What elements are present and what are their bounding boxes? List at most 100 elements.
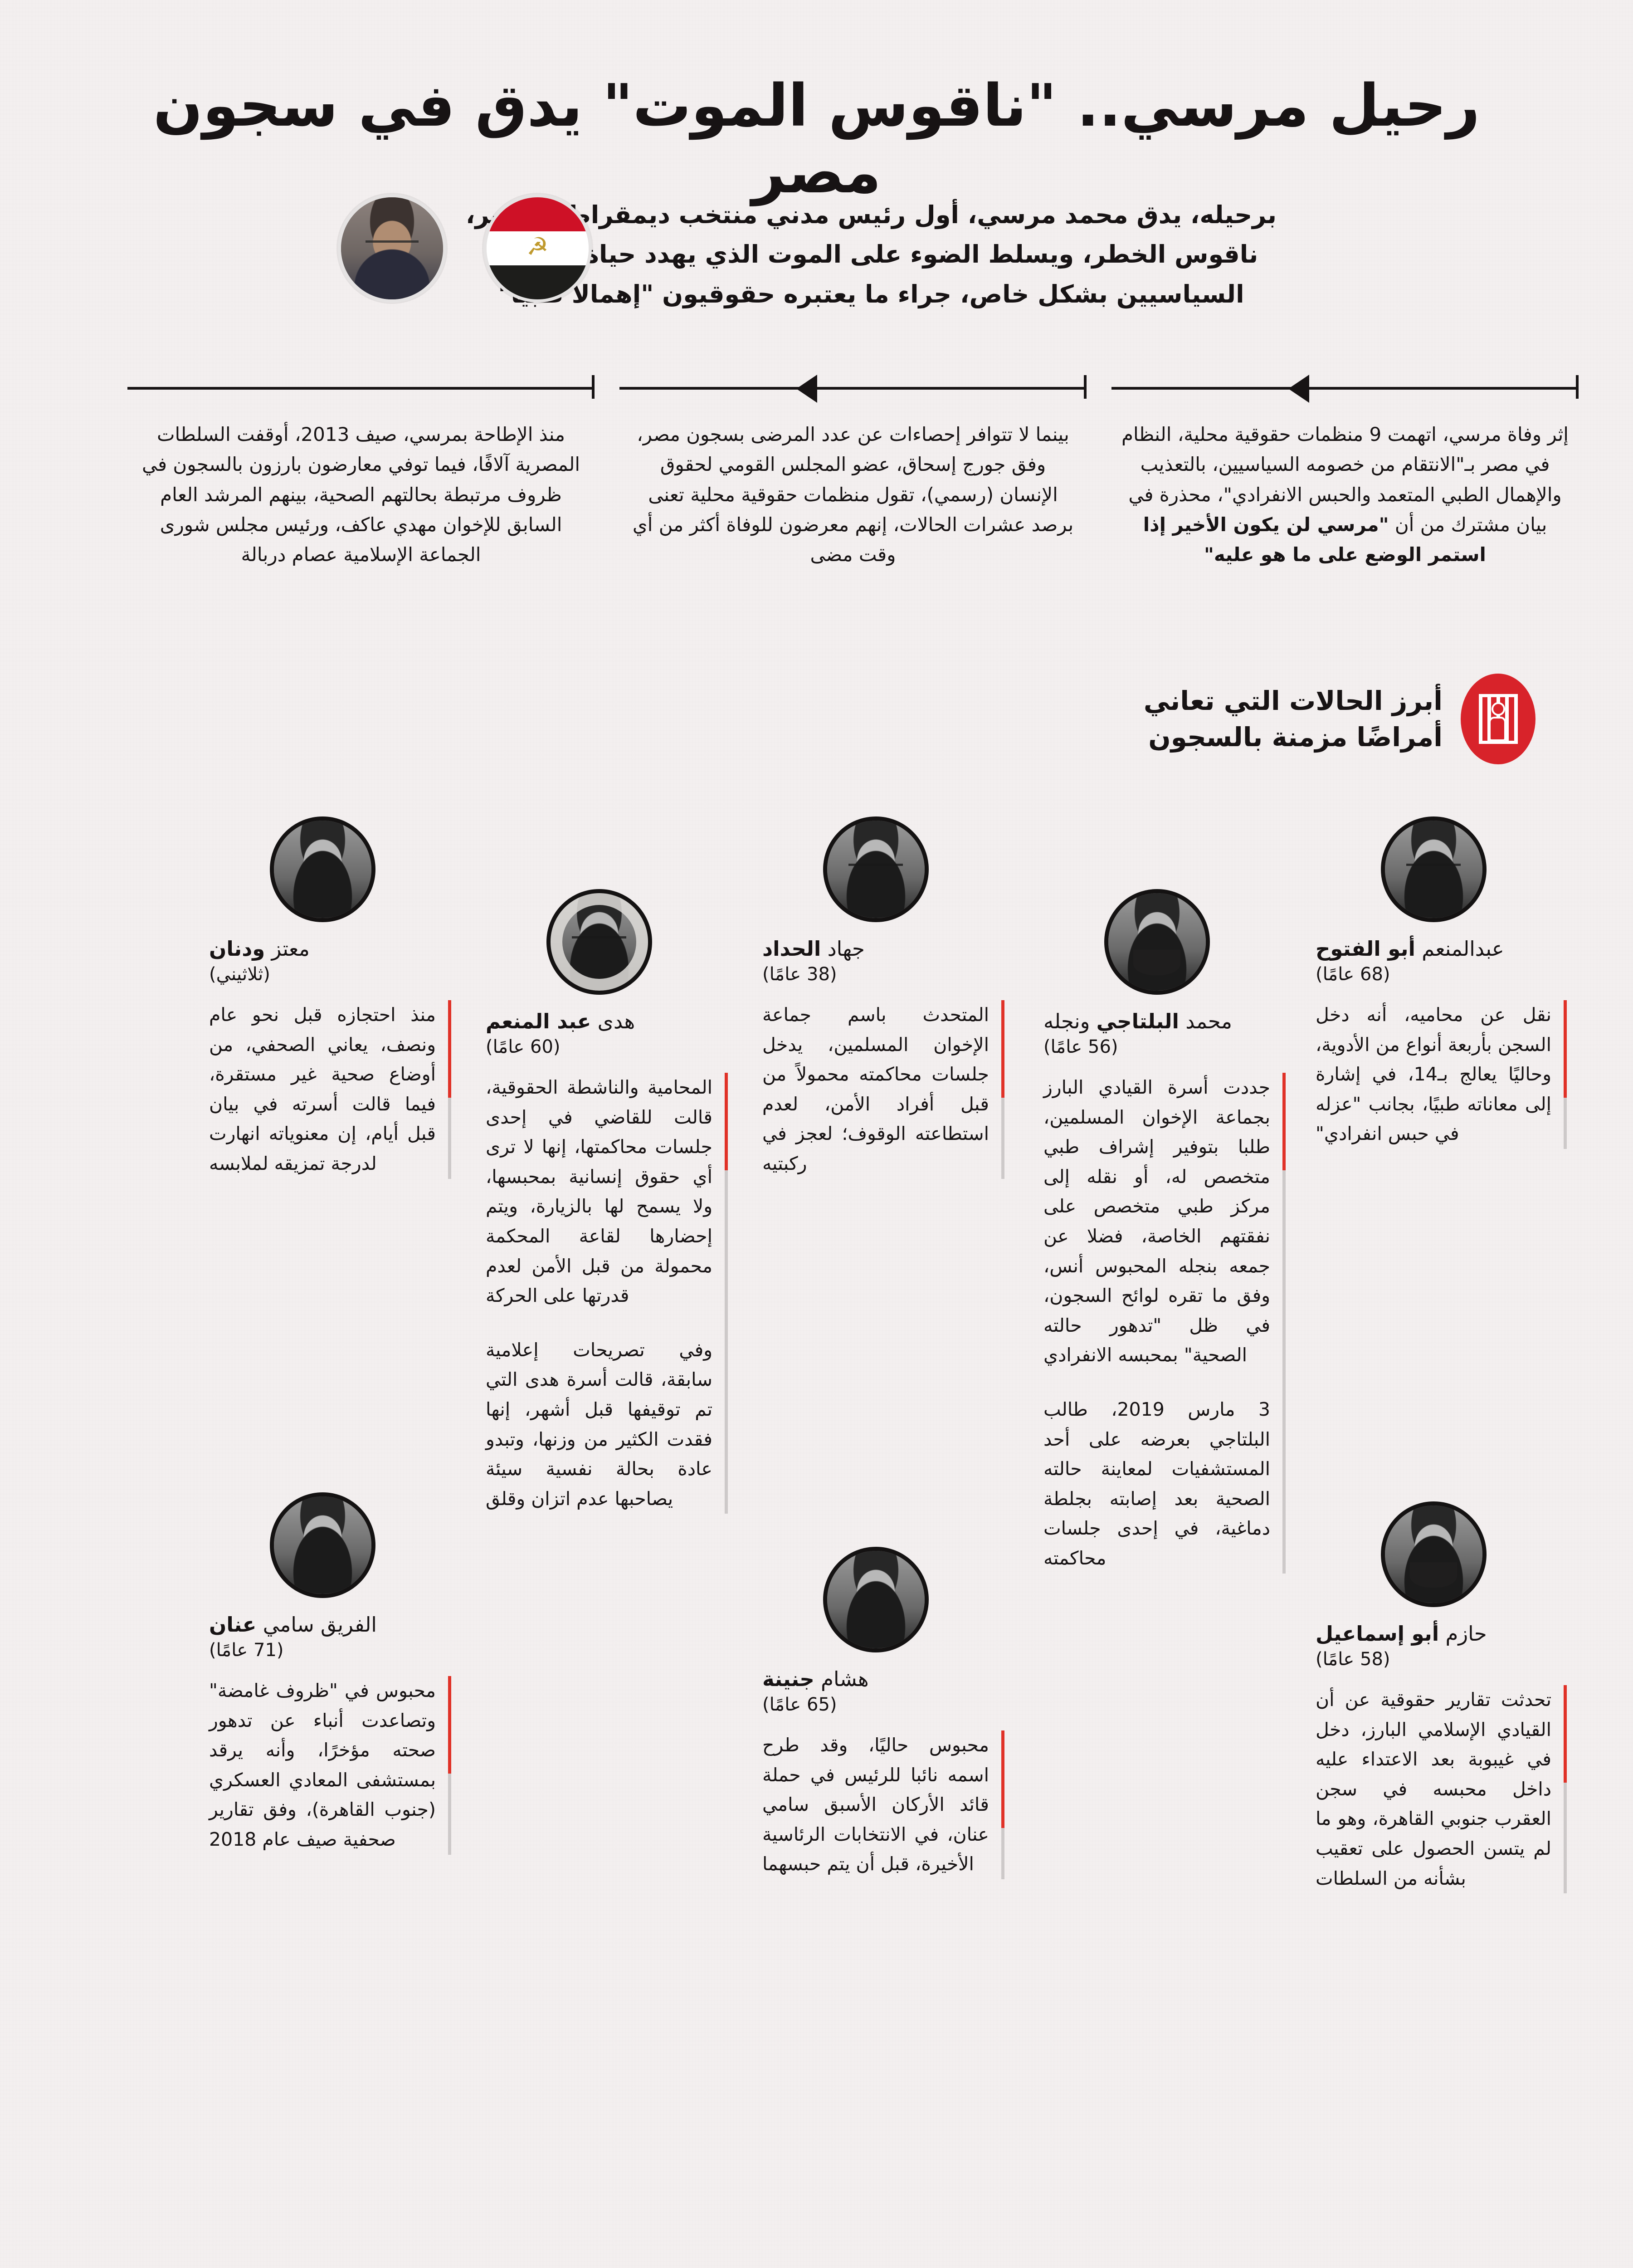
accent-marker	[1564, 1000, 1567, 1149]
top-column-middle: بينما لا تتوافر إحصاءات عن عدد المرضى بس…	[619, 365, 1087, 610]
section-heading: أبرز الحالات التي تعاني أمراضًا مزمنة با…	[1144, 683, 1443, 755]
arrow-left-icon	[796, 375, 817, 403]
avatar-image	[1384, 821, 1482, 918]
person-body: محبوس حاليًا، وقد طرح اسمه نائبا للرئيس …	[762, 1730, 1004, 1879]
footer: وكالة الأناضول 25.06.2019	[0, 2262, 1633, 2268]
accent-marker	[448, 1676, 451, 1855]
person-name-plain: الفريق سامي	[256, 1613, 377, 1637]
person-body: المحامية والناشطة الحقوقية، قالت للقاضي …	[486, 1073, 728, 1514]
person-paragraph: محبوس حاليًا، وقد طرح اسمه نائبا للرئيس …	[762, 1734, 989, 1875]
column-rule	[619, 387, 1087, 390]
avatar	[1380, 1501, 1487, 1607]
column-rule	[127, 387, 595, 390]
prisoner-body	[1488, 717, 1506, 741]
person-paragraph: تحدثت تقارير حقوقية عن أن القيادي الإسلا…	[1316, 1689, 1551, 1889]
person-name: معتز ودنان	[209, 937, 436, 961]
portrait-face	[341, 197, 443, 299]
accent-marker	[1564, 1685, 1567, 1894]
prisoner-figure-icon	[1488, 702, 1506, 741]
beard-shape	[1410, 1562, 1457, 1588]
glasses-icon	[571, 936, 627, 950]
header-visuals: ☭	[338, 191, 592, 304]
person-card-sami-anan: الفريق سامي عنان (71 عامًا) محبوس في "ظر…	[209, 1492, 451, 1855]
person-name-plain: جهاد	[821, 937, 865, 961]
person-age: (71 عامًا)	[209, 1640, 284, 1661]
accent-marker	[725, 1073, 728, 1514]
person-card-abu-elfotouh: عبدالمنعم أبو الفتوح (68 عامًا) نقل عن م…	[1316, 816, 1567, 1149]
avatar	[823, 1547, 929, 1652]
tcr-text-bold: "مرسي لن يكون الأخير إذا استمر الوضع على…	[1143, 513, 1486, 566]
avatar-image	[273, 1496, 371, 1594]
person-paragraph: المحامية والناشطة الحقوقية، قالت للقاضي …	[486, 1076, 712, 1307]
person-age: (68 عامًا)	[1316, 964, 1390, 985]
person-card-hazem-abu-ismail: حازم أبو إسماعيل (58 عامًا) تحدثت تقارير…	[1316, 1501, 1567, 1894]
beard-shape	[1133, 949, 1180, 975]
person-name-bold: الحداد	[762, 937, 821, 961]
person-name-bold: البلتاجي	[1096, 1009, 1179, 1033]
person-card-moataz-wadnan: معتز ودنان (ثلاثيني) منذ احتجازه قبل نحو…	[209, 816, 451, 1179]
column-tick	[1576, 375, 1579, 399]
person-name-bold: عبد المنعم	[486, 1009, 591, 1033]
accent-marker	[1001, 1000, 1004, 1179]
tcr-text-plain: إثر وفاة مرسي، اتهمت 9 منظمات حقوقية محل…	[1121, 423, 1569, 536]
person-age: (56 عامًا)	[1043, 1036, 1118, 1057]
prisoner-head	[1491, 702, 1505, 716]
prison-cell-shape	[1478, 694, 1518, 744]
person-age: (60 عامًا)	[486, 1036, 561, 1057]
section-heading-line1: أبرز الحالات التي تعاني	[1143, 685, 1443, 716]
accent-marker	[1001, 1730, 1004, 1879]
top-column-right-text: إثر وفاة مرسي، اتهمت 9 منظمات حقوقية محل…	[1121, 420, 1570, 570]
person-age: (38 عامًا)	[762, 964, 837, 985]
glasses-icon	[1406, 863, 1461, 878]
column-tick	[592, 375, 595, 399]
person-paragraph: وفي تصريحات إعلامية سابقة، قالت أسرة هدى…	[486, 1339, 712, 1510]
avatar-image	[827, 1551, 925, 1648]
person-name-bold: أبو إسماعيل	[1316, 1622, 1439, 1646]
person-name: جهاد الحداد	[762, 937, 989, 961]
person-card-el-beltagy: محمد البلتاجي ونجله (56 عامًا) جددت أسرة…	[1043, 889, 1286, 1574]
avatar	[546, 889, 652, 995]
avatar	[269, 1492, 375, 1598]
avatar	[1104, 889, 1210, 995]
person-body: محبوس في "ظروف غامضة" وتصاعدت أنباء عن ت…	[209, 1676, 451, 1855]
accent-marker	[1282, 1073, 1286, 1574]
page-title: رحيل مرسي.. "ناقوس الموت" يدق في سجون مص…	[153, 72, 1481, 207]
person-age: (58 عامًا)	[1316, 1649, 1390, 1670]
person-name-plain: حازم	[1439, 1622, 1487, 1646]
person-card-jihad-elhaddad: جهاد الحداد (38 عامًا) المتحدث باسم جماع…	[762, 816, 1004, 1179]
column-tick	[1084, 375, 1087, 399]
intro-paragraph: برحيله، يدق محمد مرسي، أول رئيس مدني منت…	[465, 200, 1277, 308]
person-body: نقل عن محاميه، أنه دخل السجن بأربعة أنوا…	[1316, 1000, 1567, 1149]
person-paragraph: 3 مارس 2019، طالب البلتاجي بعرضه على أحد…	[1043, 1398, 1270, 1569]
person-name: حازم أبو إسماعيل	[1316, 1622, 1551, 1646]
morsi-portrait-avatar	[338, 194, 446, 303]
person-name-plain-post: ونجله	[1043, 1009, 1097, 1033]
person-name: هشام جنينة	[762, 1667, 989, 1691]
person-body: تحدثت تقارير حقوقية عن أن القيادي الإسلا…	[1316, 1685, 1567, 1894]
flag-band-black	[487, 265, 589, 299]
eagle-emblem-icon: ☭	[526, 232, 549, 261]
person-name-plain-pre: محمد	[1179, 1009, 1233, 1033]
flag-band-red	[487, 197, 589, 231]
section-heading-line2: أمراضًا مزمنة بالسجون	[1148, 722, 1443, 753]
arrow-left-icon	[1288, 375, 1309, 403]
person-paragraph: جددت أسرة القيادي البارز بجماعة الإخوان …	[1043, 1076, 1270, 1366]
avatar	[823, 816, 929, 922]
top-column-left: منذ الإطاحة بمرسي، صيف 2013، أوقفت السلط…	[127, 365, 595, 610]
avatar-image	[1108, 893, 1206, 991]
egypt-flag-icon: ☭	[483, 194, 592, 303]
person-card-hisham-geneina: هشام جنينة (65 عامًا) محبوس حاليًا، وقد …	[762, 1547, 1004, 1879]
person-paragraph: محبوس في "ظروف غامضة" وتصاعدت أنباء عن ت…	[209, 1680, 436, 1850]
person-name-bold: عنان	[209, 1613, 257, 1637]
avatar-image	[550, 893, 648, 991]
top-column-left-text: منذ الإطاحة بمرسي، صيف 2013، أوقفت السلط…	[141, 423, 580, 566]
person-body: منذ احتجازه قبل نحو عام ونصف، يعاني الصح…	[209, 1000, 451, 1179]
person-age: (65 عامًا)	[762, 1694, 837, 1715]
avatar	[1380, 816, 1487, 922]
person-name: عبدالمنعم أبو الفتوح	[1316, 937, 1551, 961]
prison-bars-icon	[1461, 674, 1536, 764]
person-name: محمد البلتاجي ونجله	[1043, 1009, 1270, 1034]
accent-marker	[448, 1000, 451, 1179]
avatar-image	[827, 821, 925, 918]
